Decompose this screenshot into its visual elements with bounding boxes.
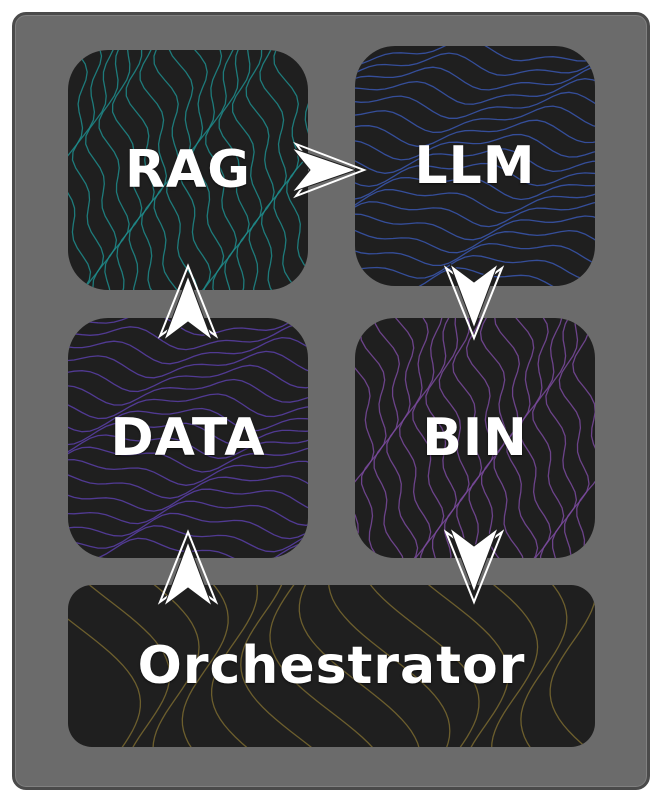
texture-line [68,434,308,460]
texture-line [355,148,595,174]
texture-line [68,50,92,290]
texture-line [68,474,308,499]
texture-line [68,378,308,406]
texture-line [355,229,595,254]
texture-line [68,407,308,433]
texture-line [519,318,552,558]
texture-line [178,50,212,290]
texture-line [355,52,595,77]
texture-line [88,585,171,747]
texture-line [111,50,143,290]
node-llm-label: LLM [414,136,536,196]
texture-line [191,50,225,290]
texture-line [181,585,229,747]
texture-line [355,162,595,188]
texture-line [240,585,312,747]
texture-line [355,201,595,228]
texture-line [355,318,375,558]
texture-line [68,393,308,420]
rag-texture [68,50,308,290]
texture-line [152,585,200,747]
texture-line [438,318,470,558]
texture-line [355,78,595,105]
arrow-down-icon [443,262,505,341]
texture-line [71,50,105,290]
texture-line [369,585,480,747]
texture-line [98,50,130,290]
node-data: DATA [68,318,308,558]
texture-line [412,318,445,558]
arrow-up-icon [157,263,219,342]
bin-texture [355,318,595,558]
texture-line [68,446,308,473]
texture-line [572,318,595,558]
texture-line [355,242,595,267]
texture-line [68,364,308,393]
texture-line [125,50,155,290]
texture-line [68,422,308,446]
texture-line [355,213,595,241]
orchestrator-texture [68,585,595,747]
texture-line [545,318,578,558]
texture-line [427,585,509,747]
texture-line [386,318,419,558]
texture-line [359,318,387,558]
texture-line [491,585,539,747]
texture-line [355,65,595,91]
texture-line [465,318,495,558]
texture-line [355,254,595,281]
texture-line [68,618,142,747]
texture-line [298,585,420,747]
texture-line [68,323,308,351]
texture-line [355,176,595,201]
texture-line [558,318,590,558]
texture-line [68,336,308,365]
arrow-up-icon [157,529,219,608]
arrow-down-icon [443,526,505,605]
texture-line [520,585,568,747]
texture-line [139,50,168,290]
texture-line [68,458,308,486]
node-rag: RAG [68,50,308,290]
texture-line [355,105,595,134]
texture-line [210,585,259,747]
texture-line [355,133,595,161]
texture-line [218,50,250,290]
node-data-label: DATA [110,408,266,468]
node-llm: LLM [355,46,595,286]
texture-line [532,318,565,558]
texture-line [549,585,595,747]
node-rag-label: RAG [125,140,251,200]
node-bin: BIN [355,318,595,558]
texture-line [259,50,287,290]
texture-line [153,50,180,290]
texture-line [479,318,507,558]
texture-line [355,119,595,147]
llm-texture [355,46,595,286]
texture-line [425,318,458,558]
node-bin-label: BIN [422,408,528,468]
texture-line [231,50,263,290]
texture-line [245,50,275,290]
texture-line [506,318,539,558]
texture-line [68,512,308,540]
node-orchestrator: Orchestrator [68,585,595,747]
texture-line [399,318,432,558]
texture-line [328,585,451,747]
texture-line [68,350,308,379]
texture-line [355,91,595,119]
texture-line [355,46,595,66]
texture-line [68,318,299,336]
node-orchestrator-label: Orchestrator [137,636,526,696]
texture-line [452,318,483,558]
texture-line [286,50,308,271]
texture-line [355,189,595,214]
texture-line [68,500,308,526]
texture-line [355,267,595,286]
texture-line [68,488,308,512]
arrow-right-icon [290,141,367,199]
texture-line [269,585,373,747]
texture-line [166,50,198,290]
